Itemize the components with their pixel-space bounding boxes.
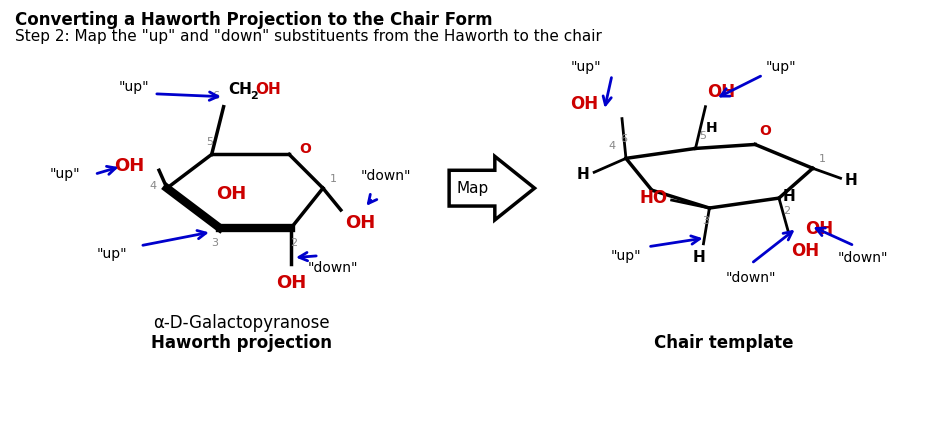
Text: OH: OH (344, 214, 375, 232)
Text: Step 2: Map the "up" and "down" substituents from the Haworth to the chair: Step 2: Map the "up" and "down" substitu… (15, 29, 602, 44)
Text: "up": "up" (766, 60, 797, 74)
Text: "up": "up" (610, 249, 641, 263)
Text: "up": "up" (119, 80, 150, 94)
Text: "up": "up" (571, 60, 602, 74)
Text: CH: CH (228, 82, 253, 97)
Text: 5: 5 (206, 138, 213, 147)
Text: "up": "up" (97, 247, 127, 261)
Text: OH: OH (114, 157, 144, 176)
Text: OH: OH (276, 273, 306, 292)
Text: 2: 2 (782, 206, 790, 216)
Text: "down": "down" (360, 169, 411, 183)
Text: 2: 2 (251, 91, 258, 101)
Text: "down": "down" (726, 271, 776, 285)
Text: H: H (577, 167, 589, 182)
Text: 4: 4 (609, 141, 616, 151)
Polygon shape (449, 156, 534, 220)
Text: 6: 6 (212, 91, 219, 101)
Text: H: H (844, 173, 857, 188)
Text: 3: 3 (212, 238, 218, 248)
Text: OH: OH (708, 83, 736, 101)
Text: 2: 2 (290, 238, 298, 248)
Text: 4: 4 (150, 181, 157, 191)
Text: OH: OH (216, 185, 247, 203)
Text: H: H (706, 121, 717, 135)
Text: Converting a Haworth Projection to the Chair Form: Converting a Haworth Projection to the C… (15, 12, 492, 29)
Text: α-D-Galactopyranose: α-D-Galactopyranose (154, 314, 329, 332)
Text: OH: OH (256, 82, 281, 97)
Text: HO: HO (639, 189, 667, 207)
Text: Chair template: Chair template (653, 334, 793, 352)
Text: O: O (759, 124, 771, 138)
Text: "up": "up" (50, 167, 80, 181)
Text: "down": "down" (837, 251, 887, 265)
Text: "down": "down" (308, 261, 358, 275)
Text: OH: OH (791, 242, 819, 260)
Text: Map: Map (457, 181, 490, 196)
Text: 5: 5 (699, 132, 707, 141)
Text: O: O (300, 142, 311, 156)
Text: Haworth projection: Haworth projection (151, 334, 332, 352)
Text: 1: 1 (819, 154, 826, 164)
Text: 1: 1 (329, 174, 337, 184)
Text: H: H (693, 250, 706, 265)
Text: 3: 3 (702, 216, 709, 226)
Text: 6: 6 (621, 135, 627, 144)
Text: OH: OH (570, 95, 598, 112)
Text: OH: OH (805, 220, 833, 238)
Text: H: H (782, 189, 796, 204)
